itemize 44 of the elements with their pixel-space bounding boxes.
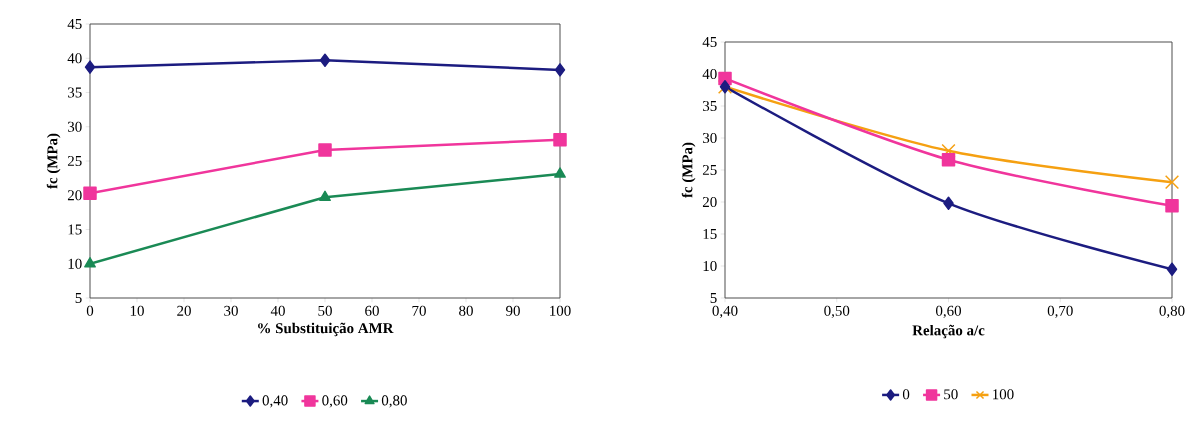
x-tick-label: 80 (459, 305, 473, 316)
y-tick-label: 45 (702, 37, 717, 47)
legend-label: 0,80 (381, 395, 407, 408)
x-tick-label: 100 (550, 305, 571, 316)
x-tick-label: 0,40 (712, 305, 738, 319)
y-tick-label: 5 (710, 293, 717, 303)
y-tick-label: 10 (68, 258, 82, 269)
y-tick-label: 15 (68, 224, 82, 235)
x-tick-label: 0,50 (824, 305, 850, 319)
x-tick-label: 30 (224, 305, 238, 316)
y-tick-label: 40 (67, 53, 82, 64)
x-tick-label: 70 (412, 305, 426, 316)
x-axis-title: % Substituição AMR (258, 322, 394, 337)
x-tick-label: 20 (177, 305, 191, 316)
y-tick-label: 25 (67, 155, 82, 167)
x-tick-label: 0,60 (936, 305, 962, 319)
legend-label: 0,40 (262, 395, 288, 408)
y-tick-label: 30 (703, 132, 717, 144)
y-tick-label: 35 (703, 100, 717, 112)
y-tick-label: 40 (702, 68, 717, 80)
y-tick-label: 30 (68, 121, 82, 132)
x-tick-label: 10 (130, 305, 144, 316)
y-tick-label: 20 (67, 190, 82, 201)
x-tick-label: 60 (365, 305, 379, 316)
y-tick-label: 35 (68, 87, 82, 98)
x-tick-label: 50 (318, 305, 332, 316)
y-tick-label: 45 (67, 19, 82, 29)
x-tick-label: 90 (506, 305, 520, 316)
y-axis-title: fc (MPa) (46, 133, 61, 189)
legend-label: 0 (902, 389, 910, 400)
x-tick-label: 0 (86, 305, 94, 316)
y-axis-title: fc (MPa) (681, 142, 696, 198)
x-axis-title: Relação a/c (912, 324, 985, 339)
y-tick-label: 25 (702, 164, 717, 176)
y-tick-label: 20 (702, 196, 717, 208)
x-tick-label: 0,70 (1047, 305, 1073, 319)
x-tick-label: 0,80 (1159, 305, 1185, 319)
y-tick-label: 15 (703, 229, 717, 239)
legend-label: 0,60 (322, 395, 348, 408)
legend-label: 100 (993, 389, 1014, 400)
y-tick-label: 10 (703, 260, 717, 272)
legend-label: 50 (944, 389, 958, 400)
y-tick-label: 5 (75, 293, 82, 303)
x-tick-label: 40 (270, 305, 285, 316)
